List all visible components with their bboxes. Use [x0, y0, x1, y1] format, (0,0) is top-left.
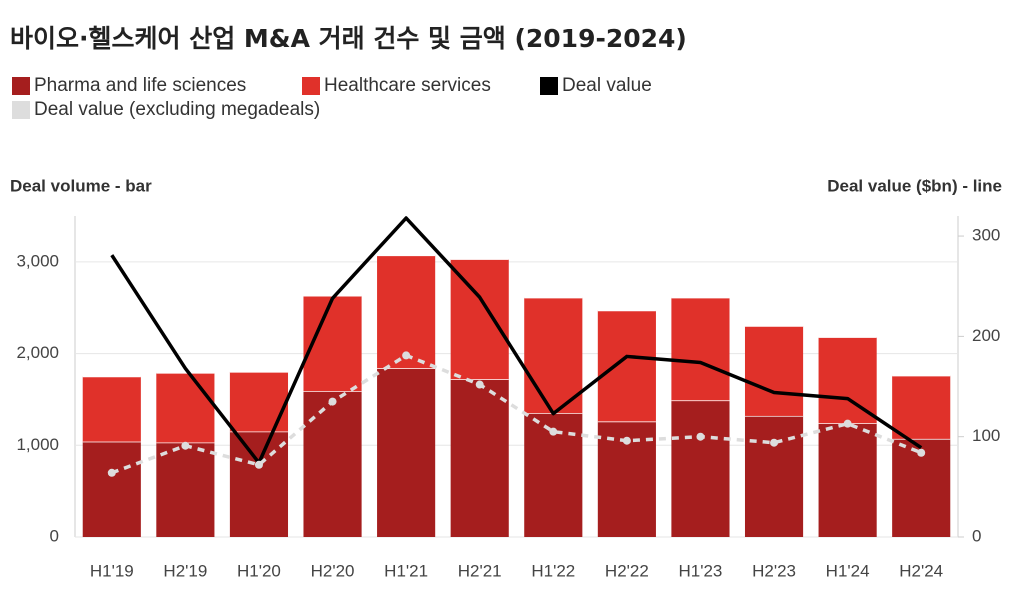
bar — [597, 310, 656, 422]
x-tick-label: H2'24 — [899, 561, 943, 580]
x-tick-label: H1'23 — [679, 561, 723, 580]
legend-swatch — [12, 101, 30, 119]
legend-label: Deal value (excluding megadeals) — [34, 99, 320, 120]
bar — [818, 423, 877, 537]
bar — [744, 415, 804, 537]
bar — [818, 337, 877, 424]
line — [110, 216, 923, 465]
line-marker — [328, 397, 337, 406]
bar — [377, 368, 436, 537]
line-marker — [843, 419, 852, 428]
legend-label: Deal value — [562, 75, 652, 96]
legend-swatch — [12, 77, 30, 95]
y-axis-title: Deal volume - bar — [10, 176, 152, 195]
y2-tick-label: 200 — [972, 326, 1000, 345]
legend-swatch — [540, 77, 558, 95]
bar — [450, 259, 509, 380]
line-marker — [107, 468, 116, 477]
line — [111, 353, 922, 475]
x-tick-label: H1'20 — [237, 561, 281, 580]
x-tick-label: H1'24 — [826, 561, 870, 580]
line-marker — [917, 448, 926, 457]
line-marker — [181, 441, 190, 450]
line-marker — [254, 460, 263, 469]
bar — [524, 297, 583, 414]
bar — [671, 400, 730, 537]
chart-title: 바이오·헬스케어 산업 M&A 거래 건수 및 금액 (2019-2024) — [10, 24, 687, 53]
bar — [377, 255, 436, 369]
y2-tick-label: 0 — [972, 526, 981, 545]
line-marker — [622, 436, 631, 445]
bar — [744, 326, 804, 416]
bar — [303, 391, 362, 537]
y2-tick-label: 100 — [972, 426, 1000, 445]
y2-axis-title: Deal value ($bn) - line — [827, 176, 1002, 195]
x-tick-label: H2'20 — [311, 561, 355, 580]
bar — [671, 297, 730, 401]
x-tick-label: H1'21 — [384, 561, 428, 580]
line-marker — [549, 427, 558, 436]
bar — [156, 442, 215, 537]
x-tick-label: H2'19 — [163, 561, 207, 580]
x-tick-label: H1'19 — [90, 561, 134, 580]
x-tick-label: H1'22 — [531, 561, 575, 580]
line-marker — [770, 438, 779, 447]
legend-label: Pharma and life sciences — [34, 75, 246, 96]
line-marker — [696, 432, 705, 441]
y-tick-label: 2,000 — [16, 343, 59, 362]
y2-tick-label: 300 — [972, 226, 1000, 245]
y-tick-label: 0 — [50, 526, 59, 545]
x-tick-label: H2'21 — [458, 561, 502, 580]
legend-label: Healthcare services — [324, 75, 491, 96]
bar — [229, 371, 289, 432]
bar — [892, 375, 951, 439]
bar — [82, 376, 141, 442]
line-marker — [475, 380, 484, 389]
bar — [156, 372, 215, 443]
bar — [450, 379, 509, 537]
line-marker — [402, 351, 411, 360]
x-tick-label: H2'23 — [752, 561, 796, 580]
legend-swatch — [302, 77, 320, 95]
y-tick-label: 1,000 — [16, 435, 59, 454]
x-tick-label: H2'22 — [605, 561, 649, 580]
y-tick-label: 3,000 — [16, 251, 59, 270]
bar — [82, 441, 141, 537]
bar — [229, 431, 289, 537]
